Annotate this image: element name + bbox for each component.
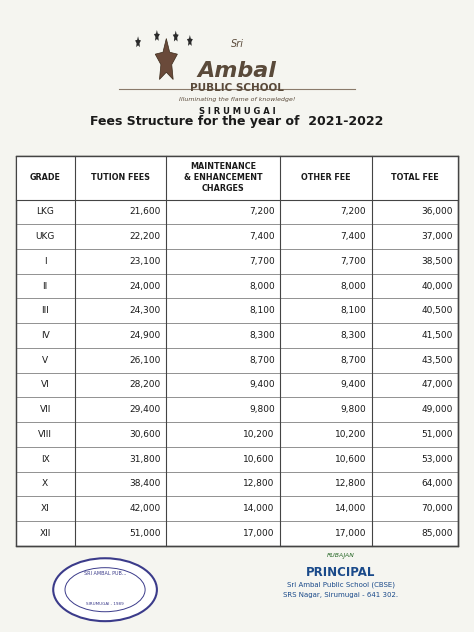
Text: TOTAL FEE: TOTAL FEE xyxy=(391,173,439,182)
Text: LKG: LKG xyxy=(36,207,54,216)
Text: III: III xyxy=(41,307,49,315)
Text: 64,000: 64,000 xyxy=(421,479,453,489)
Text: 41,500: 41,500 xyxy=(421,331,453,340)
Text: Fees Structure for the year of  2021-2022: Fees Structure for the year of 2021-2022 xyxy=(91,114,383,128)
Polygon shape xyxy=(154,30,160,41)
Text: Sri: Sri xyxy=(230,39,244,49)
Text: 70,000: 70,000 xyxy=(421,504,453,513)
Text: 10,600: 10,600 xyxy=(335,454,366,464)
Text: 12,800: 12,800 xyxy=(335,479,366,489)
Text: GRADE: GRADE xyxy=(30,173,61,182)
Text: 10,200: 10,200 xyxy=(335,430,366,439)
Ellipse shape xyxy=(53,558,157,621)
Text: 8,100: 8,100 xyxy=(340,307,366,315)
Text: 10,200: 10,200 xyxy=(243,430,275,439)
Text: 7,200: 7,200 xyxy=(249,207,275,216)
Text: 9,800: 9,800 xyxy=(249,405,275,414)
Text: VIII: VIII xyxy=(38,430,52,439)
Text: 17,000: 17,000 xyxy=(335,529,366,538)
Text: 7,400: 7,400 xyxy=(340,232,366,241)
Text: 8,100: 8,100 xyxy=(249,307,275,315)
Text: 8,000: 8,000 xyxy=(340,282,366,291)
Polygon shape xyxy=(155,39,177,80)
Text: 28,200: 28,200 xyxy=(129,380,161,389)
Text: 7,400: 7,400 xyxy=(249,232,275,241)
Text: 8,700: 8,700 xyxy=(249,356,275,365)
Text: 24,300: 24,300 xyxy=(129,307,161,315)
Text: 30,600: 30,600 xyxy=(129,430,161,439)
Text: IX: IX xyxy=(41,454,50,464)
Text: SIRUMUGAI - 1989: SIRUMUGAI - 1989 xyxy=(86,602,124,605)
Text: OTHER FEE: OTHER FEE xyxy=(301,173,351,182)
Polygon shape xyxy=(173,30,179,42)
Text: 53,000: 53,000 xyxy=(421,454,453,464)
Text: I: I xyxy=(44,257,46,266)
Text: 22,200: 22,200 xyxy=(129,232,161,241)
FancyBboxPatch shape xyxy=(16,155,458,200)
Text: PUBLIC SCHOOL: PUBLIC SCHOOL xyxy=(190,83,284,93)
Text: 49,000: 49,000 xyxy=(421,405,453,414)
Text: 17,000: 17,000 xyxy=(243,529,275,538)
Text: VI: VI xyxy=(41,380,50,389)
Text: 14,000: 14,000 xyxy=(335,504,366,513)
Text: SRI AMBAL PUB...: SRI AMBAL PUB... xyxy=(84,571,126,576)
Text: 47,000: 47,000 xyxy=(421,380,453,389)
Text: 21,600: 21,600 xyxy=(129,207,161,216)
Text: ᴿᵁᴮᴬᴶᴬᴺ: ᴿᵁᴮᴬᴶᴬᴺ xyxy=(327,553,355,563)
Text: 10,600: 10,600 xyxy=(243,454,275,464)
Text: 38,500: 38,500 xyxy=(421,257,453,266)
Text: 9,400: 9,400 xyxy=(249,380,275,389)
Text: 51,000: 51,000 xyxy=(421,430,453,439)
Text: 42,000: 42,000 xyxy=(129,504,161,513)
Text: II: II xyxy=(43,282,48,291)
FancyBboxPatch shape xyxy=(16,155,458,545)
Text: TUTION FEES: TUTION FEES xyxy=(91,173,150,182)
Text: 43,500: 43,500 xyxy=(421,356,453,365)
Text: 7,700: 7,700 xyxy=(249,257,275,266)
Text: IV: IV xyxy=(41,331,50,340)
Text: 8,300: 8,300 xyxy=(249,331,275,340)
Text: UKG: UKG xyxy=(36,232,55,241)
Text: 40,500: 40,500 xyxy=(421,307,453,315)
Text: 37,000: 37,000 xyxy=(421,232,453,241)
Text: SRS Nagar, Sirumugai - 641 302.: SRS Nagar, Sirumugai - 641 302. xyxy=(283,592,398,598)
Polygon shape xyxy=(187,35,193,46)
Text: 8,300: 8,300 xyxy=(340,331,366,340)
Text: 24,900: 24,900 xyxy=(129,331,161,340)
Text: 7,200: 7,200 xyxy=(340,207,366,216)
Text: VII: VII xyxy=(39,405,51,414)
Text: 9,800: 9,800 xyxy=(340,405,366,414)
Text: 14,000: 14,000 xyxy=(243,504,275,513)
Text: V: V xyxy=(42,356,48,365)
Text: 9,400: 9,400 xyxy=(340,380,366,389)
Text: 40,000: 40,000 xyxy=(421,282,453,291)
Text: Sri Ambal Public School (CBSE): Sri Ambal Public School (CBSE) xyxy=(287,581,395,588)
Text: 12,800: 12,800 xyxy=(243,479,275,489)
Text: S I R U M U G A I: S I R U M U G A I xyxy=(199,107,275,116)
Polygon shape xyxy=(135,36,141,47)
Text: 51,000: 51,000 xyxy=(129,529,161,538)
Text: 29,400: 29,400 xyxy=(129,405,161,414)
Text: 24,000: 24,000 xyxy=(129,282,161,291)
Text: XI: XI xyxy=(41,504,50,513)
Text: 23,100: 23,100 xyxy=(129,257,161,266)
Text: 31,800: 31,800 xyxy=(129,454,161,464)
Text: 8,000: 8,000 xyxy=(249,282,275,291)
Text: 7,700: 7,700 xyxy=(340,257,366,266)
Text: 38,400: 38,400 xyxy=(129,479,161,489)
Text: 8,700: 8,700 xyxy=(340,356,366,365)
Text: PRINCIPAL: PRINCIPAL xyxy=(306,566,375,579)
Text: XII: XII xyxy=(39,529,51,538)
Text: 26,100: 26,100 xyxy=(129,356,161,365)
Text: X: X xyxy=(42,479,48,489)
Text: Ambal: Ambal xyxy=(198,61,276,81)
Ellipse shape xyxy=(65,568,145,612)
Text: MAINTENANCE
& ENHANCEMENT
CHARGES: MAINTENANCE & ENHANCEMENT CHARGES xyxy=(184,162,263,193)
Text: Illuminating the flame of knowledge!: Illuminating the flame of knowledge! xyxy=(179,97,295,102)
Text: 85,000: 85,000 xyxy=(421,529,453,538)
Text: 36,000: 36,000 xyxy=(421,207,453,216)
